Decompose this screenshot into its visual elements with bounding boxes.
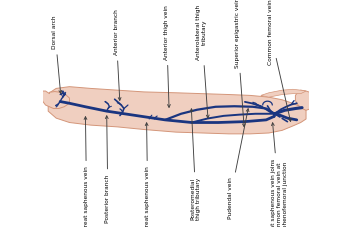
Polygon shape (48, 87, 306, 134)
Text: Superior epigastric vein: Superior epigastric vein (235, 0, 245, 127)
Text: Pudendal vein: Pudendal vein (228, 109, 249, 220)
Text: Great saphenous vein joins
common femoral vein at
saphenofemoral junction: Great saphenous vein joins common femora… (271, 123, 287, 227)
Text: Posteromedial
thigh tributary: Posteromedial thigh tributary (190, 109, 201, 220)
Text: Anterolateral thigh
tributary: Anterolateral thigh tributary (196, 5, 209, 118)
Text: Posterior branch: Posterior branch (105, 116, 110, 223)
Polygon shape (42, 91, 69, 109)
Text: Great saphenous vein: Great saphenous vein (145, 123, 150, 227)
Polygon shape (261, 89, 306, 97)
Text: Dorsal arch: Dorsal arch (52, 16, 62, 93)
Polygon shape (295, 90, 317, 110)
Text: Anterior branch: Anterior branch (114, 10, 121, 100)
Text: Great saphenous vein: Great saphenous vein (84, 117, 89, 227)
Text: Common femoral vein: Common femoral vein (268, 0, 291, 121)
Text: Anterior thigh vein: Anterior thigh vein (164, 5, 170, 107)
